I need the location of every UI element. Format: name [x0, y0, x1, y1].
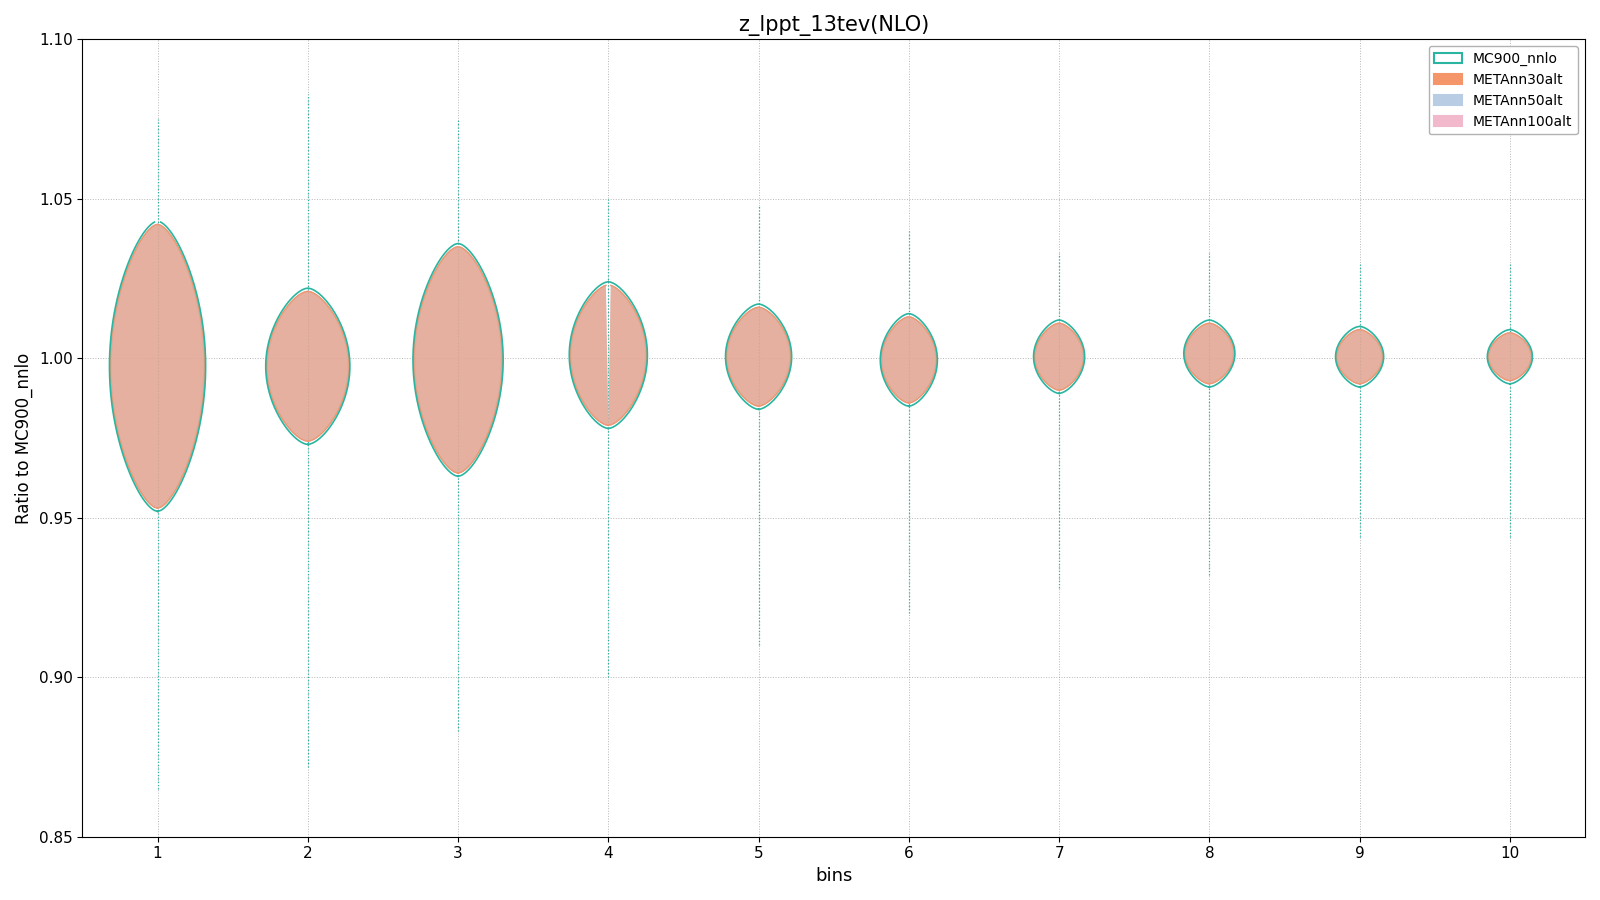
Polygon shape [267, 292, 349, 441]
Title: z_lppt_13tev(NLO): z_lppt_13tev(NLO) [738, 15, 930, 36]
Polygon shape [1338, 329, 1382, 383]
Polygon shape [1488, 333, 1531, 381]
Polygon shape [1035, 323, 1083, 391]
Y-axis label: Ratio to MC900_nnlo: Ratio to MC900_nnlo [14, 353, 34, 524]
Polygon shape [1490, 333, 1531, 381]
X-axis label: bins: bins [814, 867, 853, 885]
Polygon shape [1338, 329, 1382, 383]
Polygon shape [1336, 329, 1382, 383]
Polygon shape [267, 292, 349, 441]
Polygon shape [726, 307, 790, 406]
Polygon shape [726, 307, 790, 406]
Polygon shape [267, 292, 349, 441]
Polygon shape [1186, 323, 1234, 383]
Legend: MC900_nnlo, METAnn30alt, METAnn50alt, METAnn100alt: MC900_nnlo, METAnn30alt, METAnn50alt, ME… [1429, 46, 1578, 134]
Polygon shape [110, 224, 205, 508]
Polygon shape [414, 247, 502, 473]
Polygon shape [414, 247, 502, 473]
Polygon shape [882, 317, 936, 403]
Polygon shape [882, 317, 936, 403]
Polygon shape [1490, 333, 1531, 381]
Polygon shape [1186, 323, 1234, 383]
Polygon shape [1034, 323, 1083, 391]
Polygon shape [1035, 323, 1083, 391]
Polygon shape [112, 224, 203, 508]
Polygon shape [882, 317, 936, 403]
Polygon shape [414, 247, 501, 473]
Polygon shape [1184, 323, 1234, 383]
Polygon shape [110, 224, 205, 508]
Polygon shape [728, 307, 790, 406]
